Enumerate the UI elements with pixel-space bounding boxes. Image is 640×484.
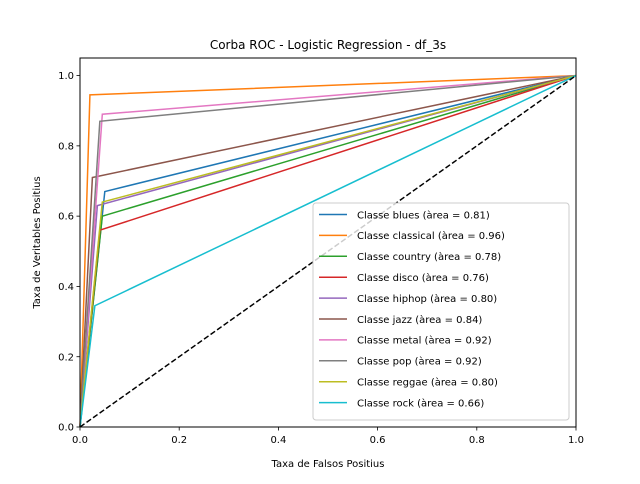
- y-tick-label: 0.0: [58, 423, 74, 434]
- x-axis-label: Taxa de Falsos Positius: [271, 459, 385, 470]
- legend-label: Classe metal (àrea = 0.92): [357, 335, 492, 347]
- y-tick-label: 0.6: [58, 212, 74, 223]
- x-tick-label: 0.0: [72, 435, 88, 446]
- legend-label: Classe jazz (àrea = 0.84): [357, 314, 482, 326]
- roc-line-5: [79, 74, 577, 428]
- legend-label: Classe blues (àrea = 0.81): [357, 209, 490, 221]
- roc-line-9: [79, 74, 577, 428]
- y-tick-label: 0.8: [58, 141, 74, 152]
- plot-series-group: [79, 74, 577, 428]
- legend-label: Classe classical (àrea = 0.96): [357, 230, 505, 242]
- roc-line-7: [79, 74, 577, 428]
- legend-label: Classe country (àrea = 0.78): [357, 251, 501, 263]
- x-tick-label: 0.8: [469, 435, 485, 446]
- legend-label: Classe rock (àrea = 0.66): [357, 397, 484, 409]
- legend-label: Classe pop (àrea = 0.92): [357, 356, 482, 368]
- y-axis: 0.0 0.2 0.4 0.6 0.8 1.0: [58, 71, 80, 434]
- legend-box: [312, 202, 570, 421]
- roc-line-1: [79, 74, 577, 428]
- plot-frame: [79, 57, 577, 428]
- x-tick-label: 0.6: [370, 435, 386, 446]
- x-tick-label: 0.4: [270, 435, 286, 446]
- y-tick-label: 0.2: [58, 352, 74, 363]
- x-axis: 0.0 0.2 0.4 0.6 0.8 1.0: [72, 427, 584, 446]
- x-tick-label: 1.0: [568, 435, 584, 446]
- chart-title: Corba ROC - Logistic Regression - df_3s: [210, 38, 446, 52]
- y-axis-label: Taxa de Veritables Positius: [32, 176, 43, 309]
- legend-label: Classe disco (àrea = 0.76): [357, 272, 489, 284]
- x-tick-label: 0.2: [171, 435, 187, 446]
- legend-label: Classe reggae (àrea = 0.80): [357, 377, 498, 389]
- diagonal-reference-line: [79, 74, 577, 428]
- y-tick-label: 0.4: [58, 282, 74, 293]
- legend: Classe blues (àrea = 0.81) Classe classic…: [312, 202, 570, 421]
- legend-label: Classe hiphop (àrea = 0.80): [357, 293, 497, 305]
- roc-line-8: [79, 74, 577, 428]
- y-tick-label: 1.0: [58, 71, 74, 82]
